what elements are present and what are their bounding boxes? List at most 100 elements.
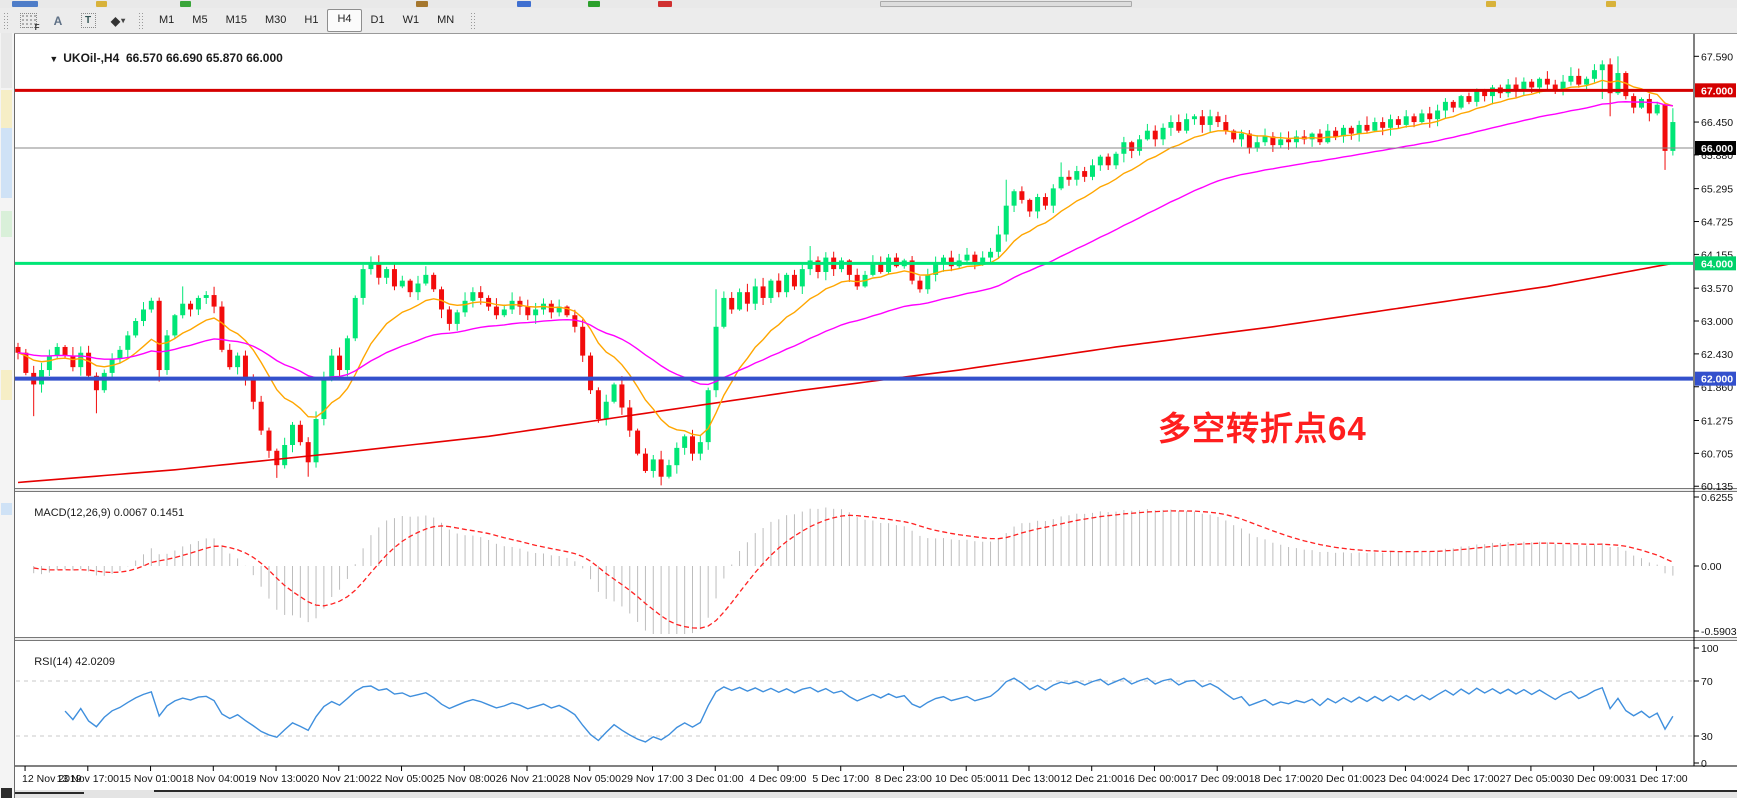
time-tick-label: 22 Nov 05:00 (370, 773, 433, 785)
candle-body (1615, 73, 1621, 94)
timeframe-button-h4[interactable]: H4 (327, 9, 362, 32)
timeframe-button-m5[interactable]: M5 (192, 14, 208, 26)
candle-body (1364, 124, 1370, 131)
candle-body (674, 447, 680, 466)
price-axis[interactable]: 67.59066.45065.88065.29564.72564.15563.5… (1693, 33, 1737, 770)
price-tick-label: 63.570 (1701, 283, 1733, 295)
dropdown-caret-icon[interactable]: ▾ (121, 16, 126, 25)
candle-body (462, 300, 468, 313)
macd-tick-label: -0.5903 (1701, 626, 1737, 638)
candle-body (995, 234, 1001, 252)
candle-body (1388, 119, 1394, 128)
panel-edge-block (1, 90, 12, 128)
time-tick-label: 16 Dec 00:00 (1123, 773, 1186, 785)
chart-grid-f-icon[interactable]: F (17, 11, 40, 32)
text-label-icon[interactable]: T (77, 11, 99, 30)
draw-shapes-icon[interactable]: ◆ ▾ (110, 13, 126, 28)
candle-body (1144, 130, 1150, 140)
rsi-tick-label: 70 (1701, 676, 1713, 688)
chart-toolbar: F A T ◆ ▾ M1 M5 M15 M30 H1 H4 D1 W1 MN (0, 8, 1737, 34)
price-tick-label: 64.725 (1701, 217, 1733, 229)
time-tick-label: 26 Nov 21:00 (496, 773, 559, 785)
candle-body (940, 257, 946, 264)
candle-body (1670, 122, 1676, 151)
candle-body (1105, 156, 1111, 166)
candle-body (760, 286, 766, 298)
candle-body (1623, 73, 1629, 97)
toolbar-fragment-icon (658, 1, 672, 7)
candle-body (274, 450, 280, 466)
candle-body (1560, 81, 1566, 91)
toolbar-fragment-icon (96, 1, 107, 7)
toolbar-separator-handle[interactable] (138, 12, 143, 29)
candle-body (78, 352, 84, 368)
time-tick-label: 27 Dec 05:00 (1500, 773, 1563, 785)
candle-body (933, 263, 939, 275)
candle-body (1278, 139, 1284, 146)
panel-splitter[interactable] (14, 637, 1737, 641)
candle-body (1356, 124, 1362, 134)
candle-body (1191, 116, 1197, 120)
candle-body (1442, 101, 1448, 111)
toolbar-fragment-icon (416, 1, 428, 7)
candle-body (407, 280, 413, 293)
candle-body (1591, 70, 1597, 79)
candle-body (290, 424, 296, 446)
candle-body (1435, 110, 1441, 120)
timeframe-button-mn[interactable]: MN (437, 14, 455, 26)
candle-body (297, 424, 303, 443)
candle-body (572, 315, 578, 327)
candle-body (815, 260, 821, 272)
chart-text-annotation[interactable]: 多空转折点64 (1158, 410, 1367, 447)
toolbar-fragment-icon (12, 1, 38, 7)
candle-body (1348, 127, 1354, 134)
candle-body (1003, 205, 1009, 235)
toolbar-drag-handle[interactable] (3, 12, 8, 29)
candle-body (360, 269, 366, 298)
panel-splitter[interactable] (14, 488, 1737, 492)
time-tick-label: 18 Nov 04:00 (182, 773, 245, 785)
candle-body (431, 274, 437, 290)
candle-body (1380, 122, 1386, 128)
timeframe-button-h1[interactable]: H1 (304, 14, 319, 26)
candle-body (86, 352, 92, 376)
candle-body (1466, 96, 1472, 102)
candle-body (1129, 142, 1135, 151)
timeframe-button-m15[interactable]: M15 (225, 14, 247, 26)
time-tick-label: 31 Dec 17:00 (1625, 773, 1688, 785)
candle-body (258, 401, 264, 431)
candle-body (1552, 84, 1558, 91)
timeframe-button-m1[interactable]: M1 (159, 14, 175, 26)
candle-body (1599, 64, 1605, 71)
candle-body (1639, 98, 1645, 108)
candle-body (493, 306, 499, 316)
candle-body (1160, 127, 1166, 140)
candle-body (784, 274, 790, 293)
rsi-tick-label: 0 (1701, 758, 1707, 770)
candle-body (1403, 116, 1409, 125)
time-tick-label: 15 Nov 01:00 (119, 773, 182, 785)
ohlc-open: 66.570 (125, 51, 163, 65)
candle-body (1333, 130, 1339, 137)
font-a-icon[interactable]: A (53, 13, 63, 28)
toolbar-separator-handle[interactable] (470, 12, 476, 29)
price-badge-label: 64.000 (1701, 258, 1733, 270)
candle-body (1019, 191, 1025, 200)
candle-body (133, 321, 139, 336)
timeframe-button-m30[interactable]: M30 (264, 14, 287, 26)
candle-body (1372, 122, 1378, 131)
panel-edge-block (1, 370, 12, 400)
symbol-dropdown-icon[interactable]: ▼ (49, 54, 59, 64)
timeframe-button-w1[interactable]: W1 (402, 14, 420, 26)
candle-body (627, 407, 633, 431)
timeframe-button-d1[interactable]: D1 (370, 14, 385, 26)
candle-body (642, 453, 648, 471)
candle-body (1027, 199, 1033, 212)
chart-canvas[interactable]: 67.59066.45065.88065.29564.72564.15563.5… (14, 33, 1737, 798)
candle-body (1529, 81, 1535, 88)
candle-body (266, 430, 272, 451)
main-price-panel (15, 56, 1693, 486)
candle-body (313, 419, 319, 463)
